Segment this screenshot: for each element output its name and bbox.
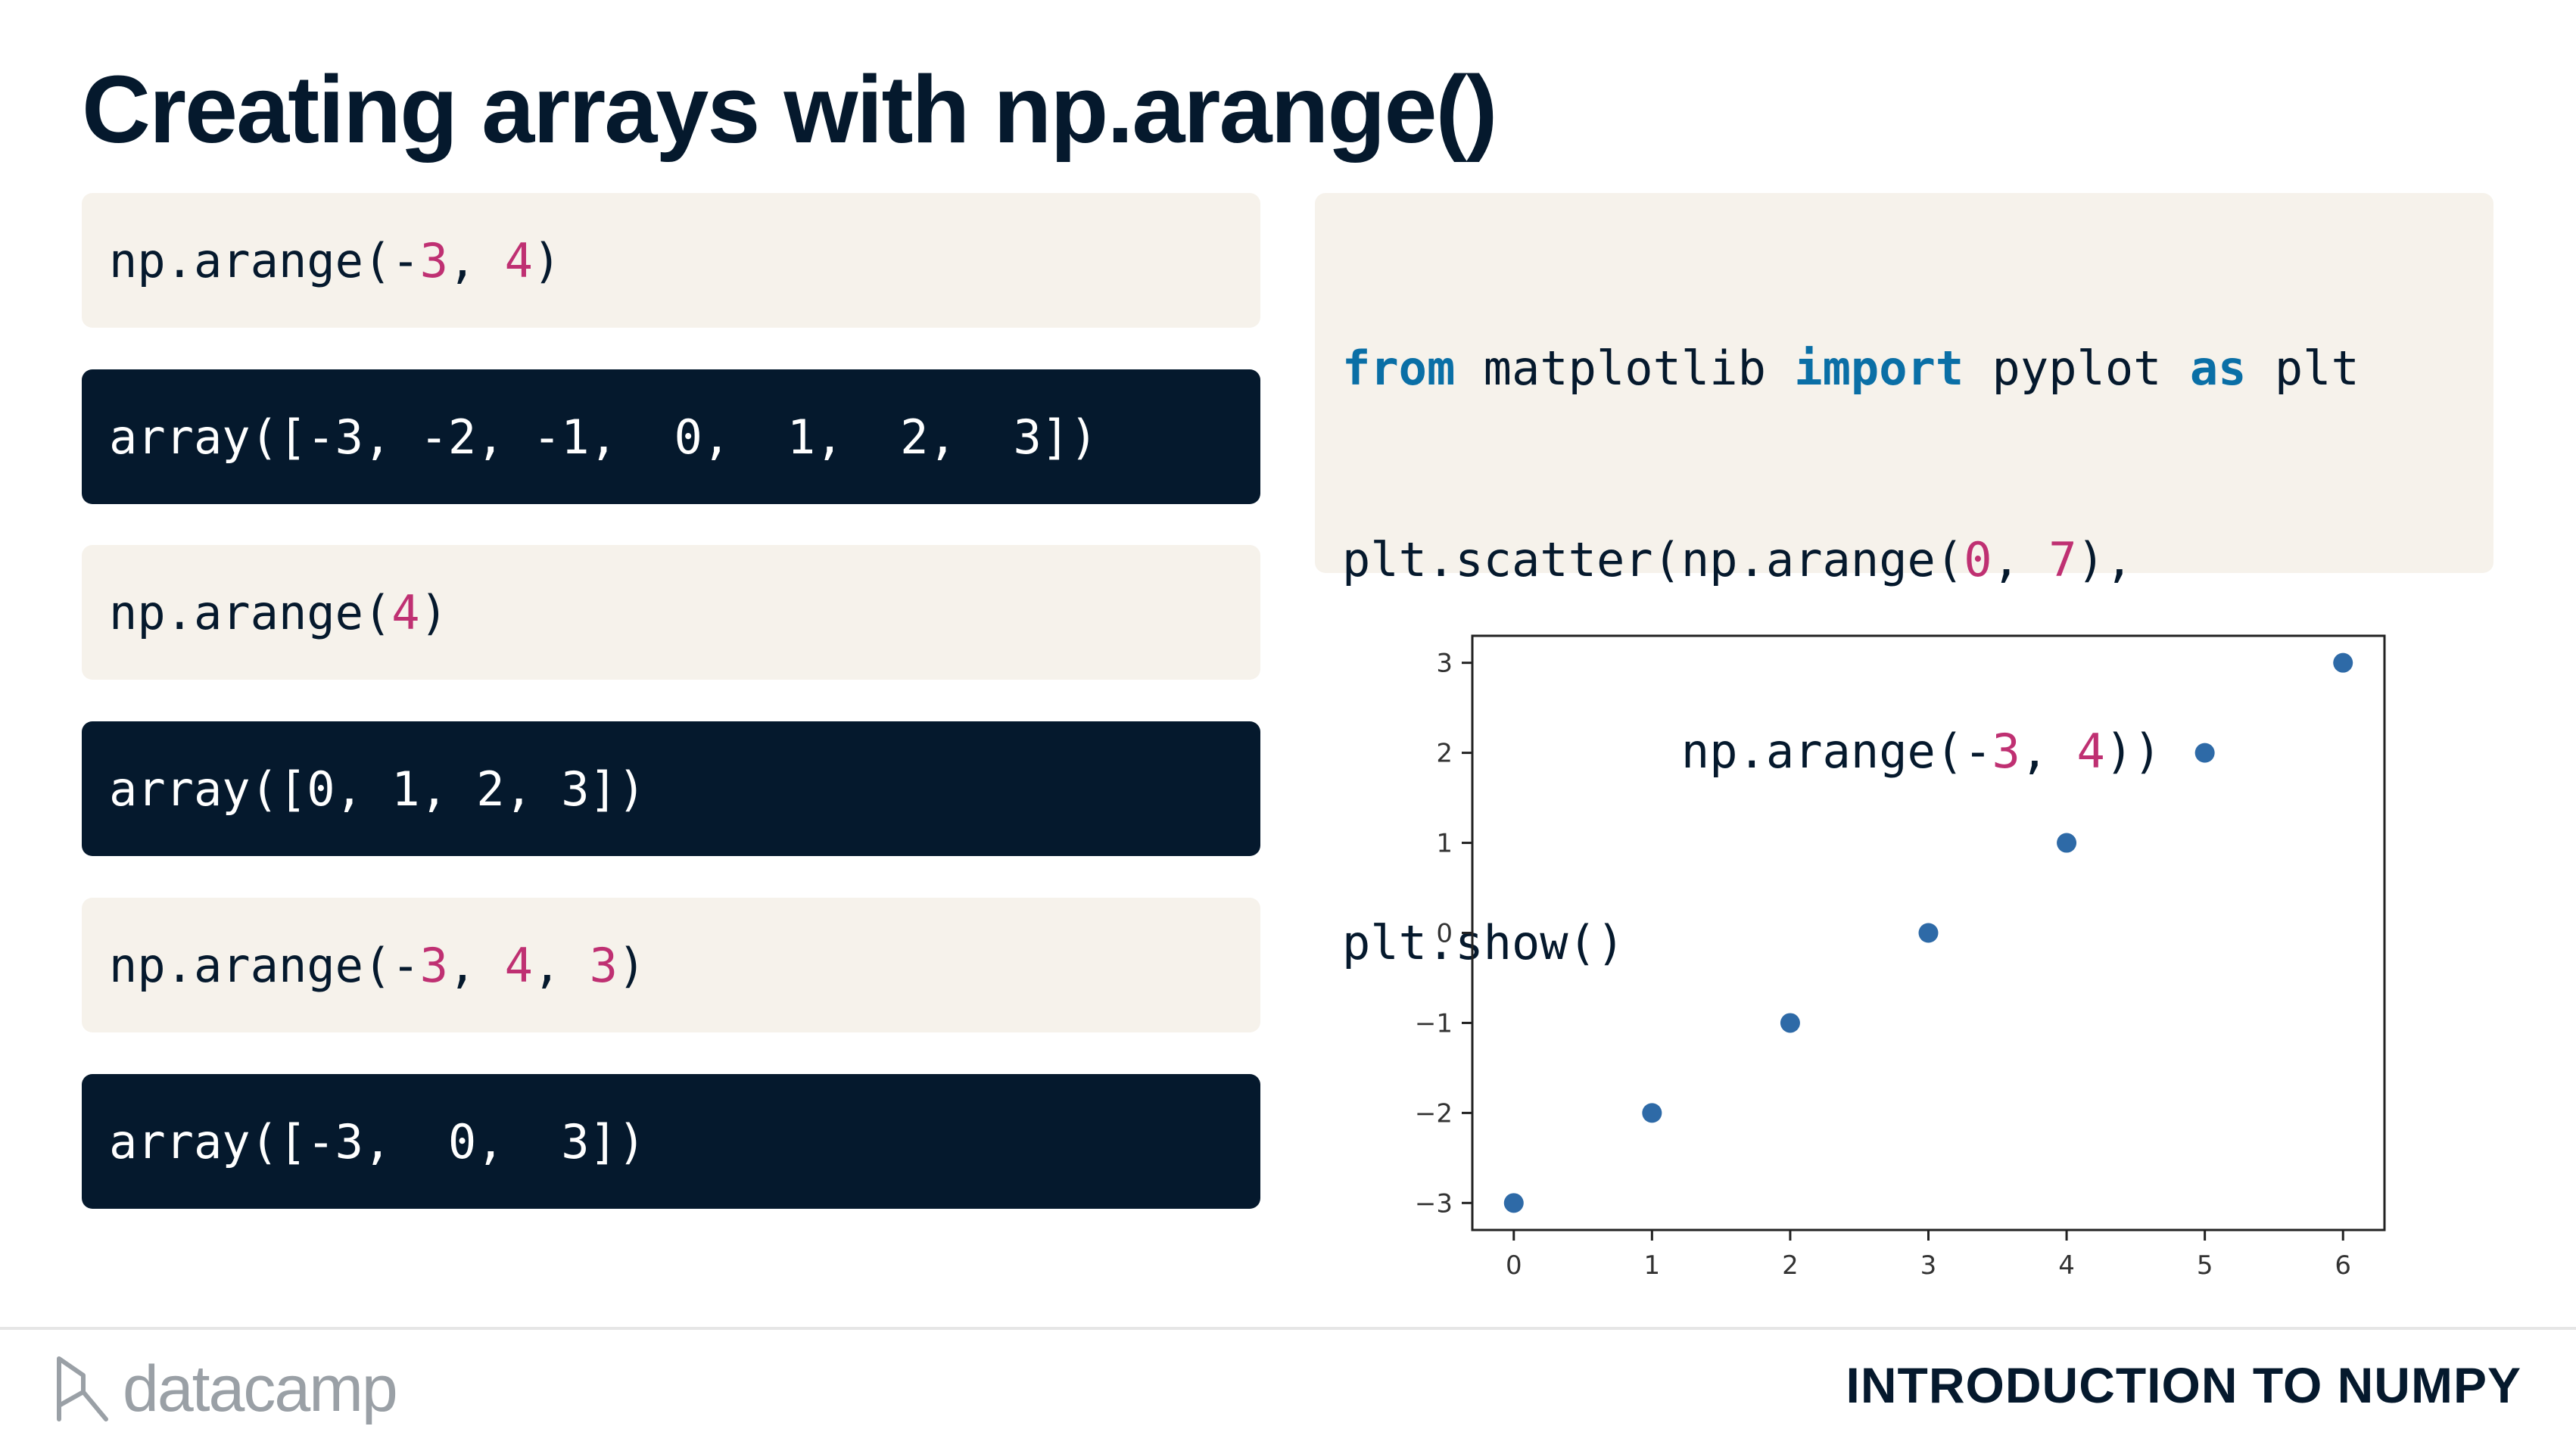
code-number: 4 bbox=[391, 584, 420, 640]
code-text: , bbox=[1992, 532, 2049, 587]
y-tick-label: −1 bbox=[1415, 1008, 1453, 1038]
code-text: plt bbox=[2246, 341, 2360, 396]
footer-divider bbox=[0, 1327, 2576, 1330]
x-tick-label: 2 bbox=[1782, 1250, 1799, 1281]
code-text: , bbox=[447, 232, 505, 288]
course-name: INTRODUCTION TO NUMPY bbox=[1846, 1357, 2521, 1413]
code-text: , bbox=[447, 937, 505, 993]
code-number: 4 bbox=[504, 937, 533, 993]
example-2-input: np.arange(4) bbox=[82, 545, 1260, 680]
code-text: np.arange( bbox=[109, 584, 392, 640]
y-tick-label: 2 bbox=[1436, 739, 1453, 769]
x-tick-label: 5 bbox=[2197, 1250, 2213, 1281]
code-text: ) bbox=[419, 584, 448, 640]
scatter-point bbox=[1642, 1103, 1662, 1123]
y-tick-label: −3 bbox=[1415, 1188, 1453, 1219]
scatter-point bbox=[2333, 652, 2353, 673]
code-line-3: np.arange(-3, 4)) bbox=[1342, 721, 2493, 802]
code-number: 3 bbox=[419, 232, 448, 288]
x-tick-label: 4 bbox=[2058, 1250, 2075, 1281]
code-number: 0 bbox=[1964, 532, 1992, 587]
code-text: plt.scatter(np.arange( bbox=[1342, 532, 1964, 587]
chart-points bbox=[1503, 652, 2353, 1213]
scatter-point bbox=[2057, 833, 2077, 853]
scatter-point bbox=[1503, 1193, 1524, 1213]
x-tick-label: 6 bbox=[2335, 1250, 2351, 1281]
code-text: np.arange(- bbox=[109, 937, 420, 993]
y-tick-label: 3 bbox=[1436, 649, 1453, 679]
code-number: 4 bbox=[504, 232, 533, 288]
code-text: plt.show() bbox=[1342, 915, 1625, 970]
code-line-4: plt.show() bbox=[1342, 913, 2493, 994]
code-number: 3 bbox=[1992, 724, 2020, 779]
code-keyword: as bbox=[2189, 341, 2247, 396]
code-text: , bbox=[2020, 724, 2077, 779]
brand-name: datacamp bbox=[123, 1352, 398, 1425]
y-tick-label: −2 bbox=[1415, 1098, 1453, 1129]
code-text: np.arange(- bbox=[1342, 724, 1992, 779]
code-text: )) bbox=[2104, 724, 2162, 779]
code-number: 3 bbox=[589, 937, 618, 993]
plot-frame bbox=[1471, 634, 2386, 1231]
code-line-1: from matplotlib import pyplot as plt bbox=[1342, 338, 2493, 419]
code-text: matplotlib bbox=[1455, 341, 1795, 396]
scatter-point bbox=[1918, 923, 1939, 943]
y-tick-label: 0 bbox=[1436, 919, 1453, 949]
scatter-code-panel: from matplotlib import pyplot as plt plt… bbox=[1315, 193, 2493, 970]
example-3-output: array([-3, 0, 3]) bbox=[82, 1074, 1260, 1209]
x-tick-label: 0 bbox=[1506, 1250, 1522, 1281]
datacamp-logo: datacamp bbox=[53, 1351, 398, 1427]
slide-title: Creating arrays with np.arange() bbox=[82, 56, 1497, 163]
code-text: , bbox=[532, 937, 590, 993]
x-tick-label: 3 bbox=[1920, 1250, 1937, 1281]
example-3-input: np.arange(- 3, 4, 3) bbox=[82, 898, 1260, 1032]
scatter-point bbox=[2194, 743, 2215, 763]
code-keyword: from bbox=[1342, 341, 1456, 396]
code-text: np.arange(- bbox=[109, 232, 420, 288]
code-number: 7 bbox=[2048, 532, 2077, 587]
example-1-input: np.arange(- 3, 4) bbox=[82, 193, 1260, 328]
example-1-output: array([-3, -2, -1, 0, 1, 2, 3]) bbox=[82, 369, 1260, 504]
code-number: 3 bbox=[419, 937, 448, 993]
code-number: 4 bbox=[2076, 724, 2105, 779]
code-text: ), bbox=[2076, 532, 2134, 587]
scatter-point bbox=[1780, 1013, 1800, 1033]
x-tick-label: 1 bbox=[1644, 1250, 1661, 1281]
scatter-chart: 0 1 2 3 4 5 6 −3 −2 −1 0 1 2 3 bbox=[1415, 634, 2386, 1281]
example-2-output: array([0, 1, 2, 3]) bbox=[82, 721, 1260, 856]
code-text: ) bbox=[532, 232, 562, 288]
y-tick-label: 1 bbox=[1436, 829, 1453, 859]
code-text: ) bbox=[617, 937, 646, 993]
code-keyword: import bbox=[1794, 341, 1964, 396]
chart-ticks: 0 1 2 3 4 5 6 −3 −2 −1 0 1 2 3 bbox=[1415, 649, 2351, 1281]
datacamp-logo-icon bbox=[57, 1356, 108, 1421]
code-line-2: plt.scatter(np.arange(0, 7), bbox=[1342, 530, 2493, 611]
code-text: pyplot bbox=[1964, 341, 2190, 396]
